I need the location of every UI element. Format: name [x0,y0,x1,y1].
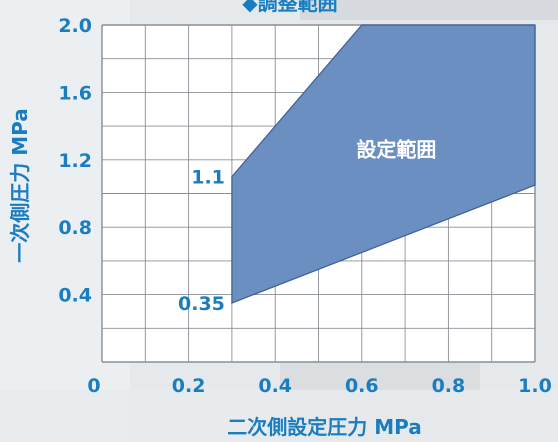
y-tick-label: 1.2 [58,150,92,172]
x-tick-label: 0.4 [258,375,292,397]
y-tick-label: 0.4 [58,285,92,307]
chart-title: ◆調整範囲 [242,0,337,15]
x-tick-label: 0.2 [172,375,206,397]
annotation-0-35: 0.35 [178,293,225,315]
x-tick-label: 0.8 [432,375,466,397]
x-axis-title: 二次側設定圧力 MPa [227,415,421,439]
annotation-1-1: 1.1 [191,167,225,189]
setting-range-region [231,24,536,304]
y-axis-title: 一次側圧力 MPa [8,108,32,262]
x-tick-label: 0.6 [345,375,379,397]
origin-label: 0 [87,375,100,397]
y-tick-label: 2.0 [58,15,92,37]
region-label: 設定範囲 [356,137,436,161]
y-tick-label: 1.6 [58,82,92,104]
y-tick-label: 0.8 [58,217,92,239]
x-tick-label: 1.0 [518,375,552,397]
